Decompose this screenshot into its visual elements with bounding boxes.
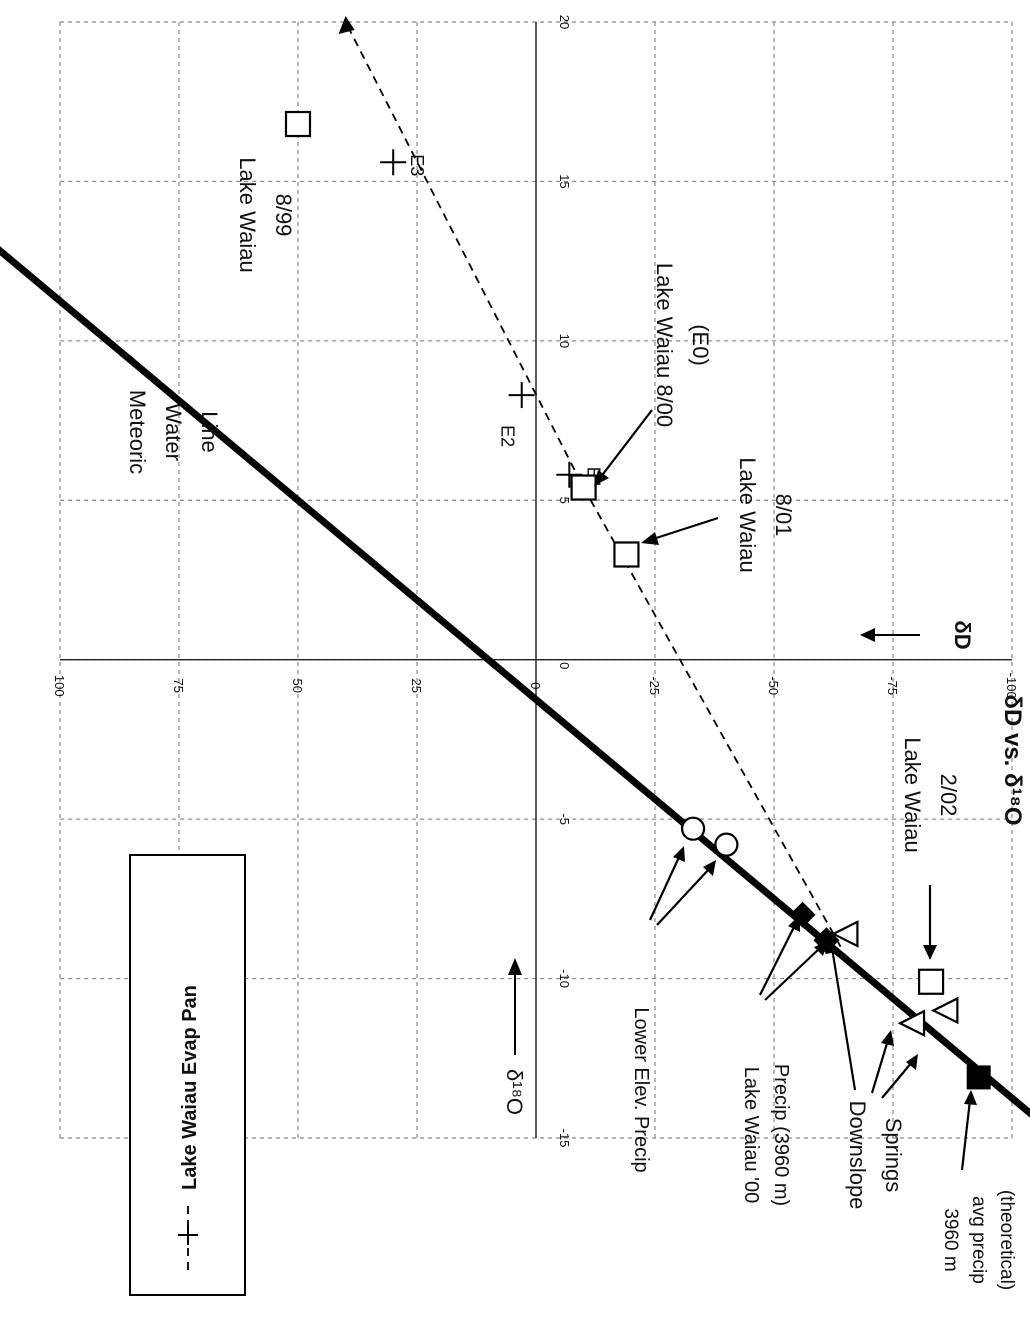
callout-arrowhead-precip-1	[788, 915, 800, 932]
point-label: E2	[498, 425, 518, 447]
x-axis-arrow-label: δ¹⁸O	[502, 1069, 527, 1115]
y-axis-arrowhead	[860, 628, 875, 642]
callout-arrow-lw801	[649, 516, 719, 542]
marker-layer: E1E2E3	[284, 110, 991, 1090]
lake-waiau-202-label: Lake Waiau 2/02	[900, 737, 961, 852]
tick-label-d18O: 5	[557, 497, 572, 504]
callout-arrowhead-lw202	[923, 945, 937, 960]
svg-text:Line: Line	[197, 411, 222, 453]
callout-arrowhead-lw800	[594, 470, 609, 486]
callout-arrows	[594, 409, 977, 1171]
data-point-open-square	[917, 968, 945, 995]
data-point-open-triangle	[830, 920, 859, 948]
tick-label-d18O: 20	[557, 15, 572, 29]
svg-text:2/02: 2/02	[936, 774, 961, 817]
callout-arrowhead-lw801	[641, 532, 659, 545]
svg-text:8/99: 8/99	[271, 194, 296, 237]
chart-title: δD vs. δ¹⁸O	[999, 694, 1026, 825]
tick-label-dD: 25	[409, 678, 424, 692]
callout-arrow-springs-3	[881, 1061, 913, 1099]
tick-label-d18O: 15	[557, 174, 572, 188]
svg-text:Lake Waiau: Lake Waiau	[900, 737, 925, 852]
callout-arrowhead-precip-2	[814, 941, 828, 956]
data-point-open-square	[613, 541, 640, 568]
lake-waiau-800-label: Lake Waiau 8/00 (E0)	[652, 263, 713, 427]
evaporation-trend-line	[344, 21, 842, 948]
callout-arrow-lower-2	[656, 867, 711, 926]
tick-label-d18O: -10	[557, 969, 572, 988]
downslope-springs-label: Downslope Springs	[845, 1101, 906, 1210]
tick-label-d18O: 10	[557, 334, 572, 348]
tick-label-d18O: 0	[557, 662, 572, 669]
line-layer	[0, 16, 1030, 1118]
tick-label-d18O: -5	[557, 813, 572, 825]
callout-arrow-springs-2	[870, 1039, 890, 1094]
svg-text:8/01: 8/01	[771, 494, 796, 537]
lake-waiau-899-label: Lake Waiau 8/99	[235, 157, 296, 272]
data-point-open-triangle	[930, 996, 959, 1025]
svg-text:Lake Waiau '00: Lake Waiau '00	[740, 1067, 762, 1204]
svg-text:(theoretical): (theoretical)	[996, 1190, 1017, 1290]
mwl-label: Meteoric Water Line	[125, 390, 222, 474]
text-layer: δD vs. δ¹⁸O Meteoric Water Line Lake Wai…	[125, 157, 1026, 1296]
callout-arrowhead-springs-3	[906, 1054, 918, 1070]
svg-text:3960 m: 3960 m	[940, 1208, 961, 1271]
callout-arrowhead-springs-1	[825, 938, 838, 954]
tick-label-dD: -50	[766, 676, 781, 695]
lake-waiau-00-precip-label: Lake Waiau '00 Precip (3960 m)	[740, 1064, 792, 1206]
lower-elev-precip-label: Lower Elev. Precip	[630, 1007, 652, 1172]
data-point-open-square	[284, 110, 312, 138]
callout-arrowhead-lower-2	[703, 860, 716, 876]
tick-label-d18O: -15	[557, 1129, 572, 1148]
data-point-open-circle	[680, 816, 706, 841]
tick-label-dD: 0	[528, 682, 543, 689]
lake-waiau-801-label: Lake Waiau 8/01	[735, 457, 796, 572]
svg-text:Lake Waiau: Lake Waiau	[235, 157, 260, 272]
tick-label-dD: -25	[647, 676, 662, 695]
svg-text:Lake Waiau 8/00: Lake Waiau 8/00	[652, 263, 677, 427]
data-point-open-square	[570, 474, 597, 501]
callout-arrowhead-lower-1	[673, 846, 685, 862]
callout-arrow-precip-1	[759, 924, 796, 996]
svg-text:Water: Water	[161, 403, 186, 461]
callout-arrowhead-springs-2	[881, 1030, 894, 1046]
evaporation-trend-arrowhead	[338, 16, 355, 34]
tick-label-dD: 100	[52, 675, 67, 697]
data-point-filled-square	[966, 1065, 991, 1090]
svg-text:Precip (3960 m): Precip (3960 m)	[770, 1064, 792, 1206]
avg-precip-label: 3960 m avg precip (theoretical)	[940, 1190, 1017, 1290]
data-point-plus	[380, 149, 407, 176]
meteoric-water-line	[0, 246, 1030, 1118]
svg-text:Downslope: Downslope	[845, 1101, 870, 1210]
legend-label: Lake Waiau Evap Pan	[179, 985, 201, 1190]
tick-label-dD: -100	[1004, 673, 1019, 699]
callout-arrowhead-avg	[964, 1090, 977, 1105]
data-point-open-triangle	[897, 1009, 926, 1037]
callout-arrow-precip-2	[764, 947, 821, 1001]
svg-text:avg precip: avg precip	[968, 1196, 989, 1284]
svg-text:(E0): (E0)	[688, 324, 713, 366]
tick-label-dD: 75	[171, 678, 186, 692]
callout-arrow-lower-1	[649, 854, 681, 921]
callout-arrow-lw800	[599, 409, 653, 479]
y-axis-arrow-label: δD	[950, 620, 975, 649]
tick-label-dD: 50	[290, 678, 305, 692]
data-point-open-circle	[714, 832, 739, 857]
point-label: E3	[407, 154, 427, 176]
callout-arrow-avg	[960, 1099, 972, 1171]
tick-label-dD: -75	[885, 676, 900, 695]
axis-layer: 100 75 50 25 0 -25 -50 -75 -100 -15 -10 -5 5 10 15 20 0	[52, 15, 1019, 1148]
svg-text:Lake Waiau: Lake Waiau	[735, 457, 760, 572]
data-point-plus	[508, 382, 535, 409]
svg-text:Meteoric: Meteoric	[125, 390, 150, 474]
svg-text:Springs: Springs	[881, 1118, 906, 1193]
x-axis-arrowhead	[508, 958, 522, 975]
callout-arrow-springs-1	[830, 947, 857, 1091]
